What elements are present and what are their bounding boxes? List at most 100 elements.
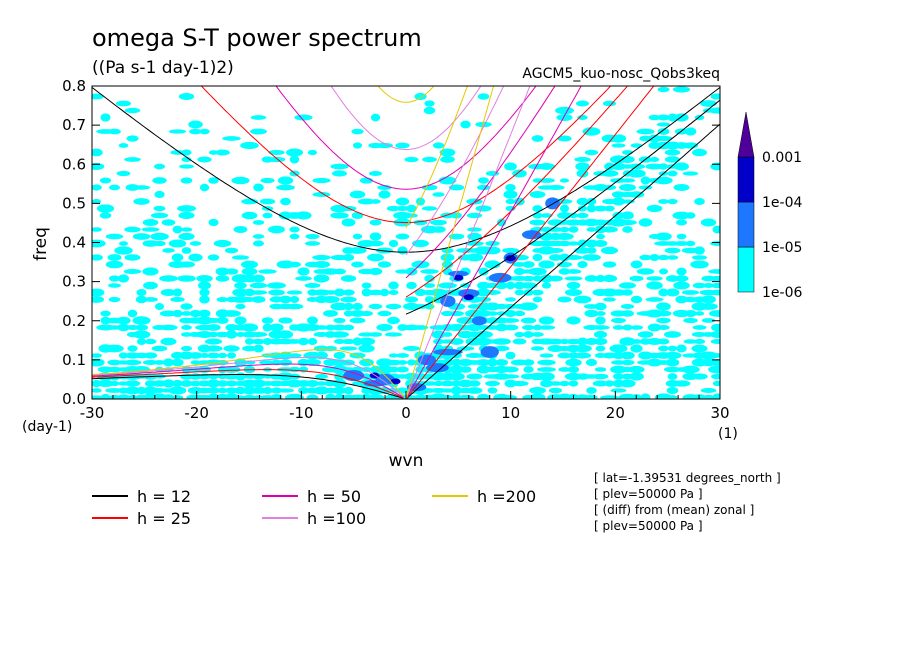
power-cell xyxy=(585,337,598,346)
power-cell xyxy=(431,330,446,339)
power-cell xyxy=(208,177,219,184)
power-cell xyxy=(289,233,300,240)
power-cell xyxy=(136,338,147,345)
power-cell-high xyxy=(375,373,395,386)
power-cell xyxy=(288,366,301,373)
power-cell xyxy=(262,387,273,394)
power-cell xyxy=(593,337,608,346)
power-cell xyxy=(132,330,151,339)
power-cell xyxy=(630,344,643,353)
power-cell xyxy=(423,283,436,288)
power-cell xyxy=(558,268,571,275)
power-cell xyxy=(420,269,439,274)
power-cell xyxy=(215,275,230,282)
power-cell xyxy=(240,323,259,332)
power-cell xyxy=(244,338,255,345)
power-cell xyxy=(708,365,720,374)
power-cell xyxy=(153,205,166,212)
legend-label: h = 25 xyxy=(137,509,191,528)
power-cell xyxy=(700,388,717,393)
power-cell xyxy=(585,358,598,367)
power-cell xyxy=(546,185,565,190)
power-cell xyxy=(672,86,691,93)
power-cell xyxy=(189,309,202,318)
power-cell xyxy=(307,316,318,325)
power-cell xyxy=(100,113,111,122)
power-cell xyxy=(538,178,555,183)
power-cell xyxy=(388,290,399,295)
legend-label: h = 12 xyxy=(137,487,191,506)
power-cell xyxy=(541,282,552,289)
y-tick-label: 0.1 xyxy=(62,351,86,369)
power-cell xyxy=(100,393,111,399)
power-cell xyxy=(396,366,409,373)
power-cell xyxy=(378,190,391,199)
power-cell xyxy=(654,135,673,142)
power-cell xyxy=(333,351,346,360)
power-cell xyxy=(315,373,328,380)
power-cell xyxy=(258,269,277,274)
power-cell xyxy=(180,227,193,232)
power-cell xyxy=(573,352,592,359)
power-cell-peak xyxy=(390,378,401,385)
power-cell xyxy=(397,360,408,365)
power-cell xyxy=(655,232,672,241)
power-cell xyxy=(475,297,492,302)
power-cell xyxy=(586,247,597,254)
power-cell xyxy=(250,115,267,120)
power-cell xyxy=(199,128,210,135)
power-cell xyxy=(657,86,670,93)
power-cell xyxy=(629,372,644,381)
power-cell xyxy=(487,387,498,394)
power-cell xyxy=(231,176,250,185)
power-cell xyxy=(180,177,193,184)
power-cell-peak xyxy=(505,255,516,262)
power-cell xyxy=(325,393,336,399)
power-cell xyxy=(295,276,312,281)
y-tick-label: 0.2 xyxy=(62,312,86,330)
power-cell xyxy=(312,254,331,261)
power-cell-high xyxy=(433,348,463,356)
power-cell xyxy=(360,366,373,373)
legend-label: h =100 xyxy=(307,509,366,528)
power-cell xyxy=(208,218,219,227)
power-cell xyxy=(260,177,275,184)
power-cell xyxy=(189,128,202,135)
power-cell xyxy=(231,296,250,303)
power-cell xyxy=(189,241,202,246)
power-cell xyxy=(538,372,555,381)
power-cell xyxy=(595,233,606,240)
power-cell xyxy=(645,297,664,302)
power-cell xyxy=(172,309,183,318)
power-cell xyxy=(486,317,499,324)
power-cell xyxy=(529,191,546,198)
power-cell xyxy=(708,275,720,282)
power-cell xyxy=(159,324,178,331)
power-cell xyxy=(141,227,160,232)
power-cell xyxy=(108,296,121,303)
power-shading xyxy=(92,86,720,399)
power-cell xyxy=(259,198,276,205)
power-cell-high xyxy=(488,272,512,283)
power-cell xyxy=(215,149,230,156)
power-cell xyxy=(116,170,131,177)
power-cell xyxy=(532,275,543,282)
power-cell xyxy=(619,178,636,183)
power-cell xyxy=(213,239,232,248)
eig-curve xyxy=(405,86,468,228)
power-cell xyxy=(691,373,708,380)
power-cell xyxy=(504,297,517,302)
power-cell xyxy=(431,226,446,233)
power-cell xyxy=(217,352,228,359)
power-cell xyxy=(315,381,328,386)
power-cell xyxy=(312,177,331,184)
power-cell xyxy=(181,157,192,162)
power-cell xyxy=(495,281,508,290)
power-cell xyxy=(619,379,636,388)
power-cell xyxy=(672,380,691,387)
power-cell xyxy=(457,379,474,388)
power-cell xyxy=(270,387,283,394)
power-cell xyxy=(612,211,625,220)
power-cell xyxy=(701,295,716,304)
power-cell-peak xyxy=(453,274,464,281)
